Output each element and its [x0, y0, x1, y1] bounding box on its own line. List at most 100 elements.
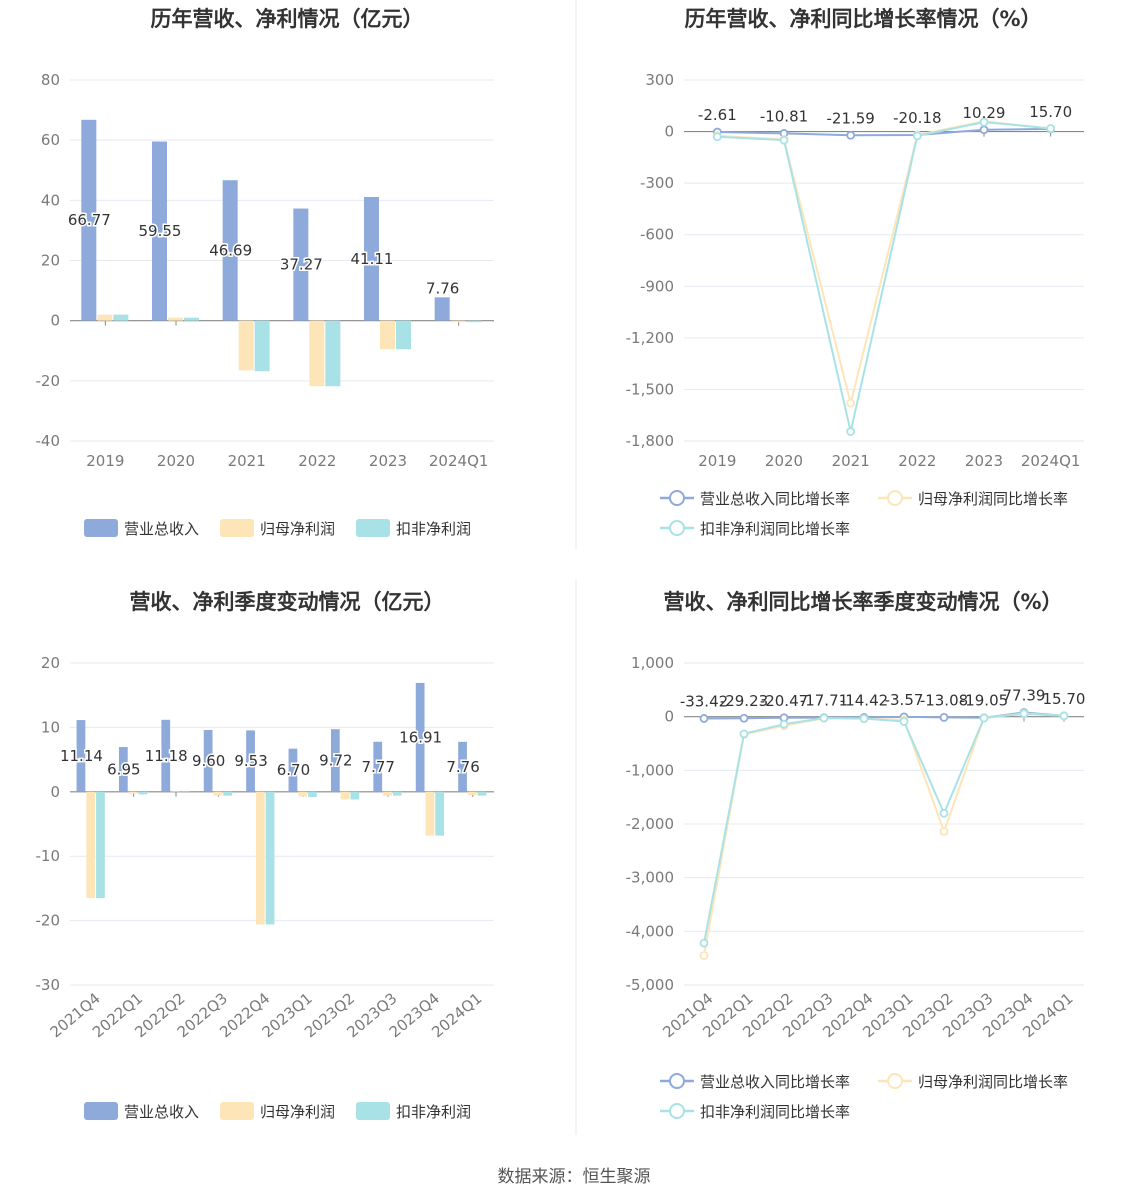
- line-point-1[interactable]: [699, 714, 709, 723]
- bar-3[interactable]: [325, 320, 341, 387]
- bar-1[interactable]: [222, 180, 238, 321]
- bar-2[interactable]: [340, 791, 350, 800]
- bar-1[interactable]: [118, 747, 128, 792]
- bar-3[interactable]: [254, 320, 270, 372]
- bar-3[interactable]: [392, 791, 402, 796]
- line-point-3[interactable]: [712, 132, 722, 142]
- bar-1[interactable]: [161, 719, 171, 792]
- bar-1[interactable]: [293, 208, 309, 321]
- legend-swatch-2[interactable]: [220, 519, 254, 537]
- line-data-label: -29.23: [720, 692, 768, 710]
- line-point-3[interactable]: [899, 717, 909, 726]
- legend-marker-2[interactable]: [887, 1073, 903, 1089]
- y-tick-label: 20: [41, 252, 60, 270]
- bar-1[interactable]: [203, 729, 213, 792]
- legend-label: 归母净利润: [260, 520, 335, 538]
- chart-2: 历年营收、净利同比增长率情况（%） -1,800 -1,500 -1,200 -900 -…: [626, 7, 1084, 538]
- line-point-3[interactable]: [739, 729, 749, 739]
- legend-label: 营业总收入同比增长率: [700, 490, 850, 508]
- bar-2[interactable]: [213, 791, 223, 796]
- bar-3[interactable]: [435, 791, 445, 836]
- line-point-3[interactable]: [912, 131, 922, 141]
- line-point-2[interactable]: [846, 398, 856, 408]
- legend-swatch-3[interactable]: [356, 519, 390, 537]
- bar-1[interactable]: [246, 730, 255, 792]
- bar-data-label: 59.55: [139, 222, 182, 240]
- bar-3[interactable]: [180, 791, 190, 792]
- line-data-label: 15.70: [1029, 103, 1072, 121]
- line-point-3[interactable]: [939, 808, 949, 818]
- bar-1[interactable]: [373, 741, 383, 792]
- y-tick-label: 1,000: [631, 654, 674, 672]
- legend-swatch-1[interactable]: [84, 519, 118, 537]
- line-point-1[interactable]: [846, 130, 856, 140]
- bar-1[interactable]: [76, 720, 86, 792]
- bar-3[interactable]: [477, 791, 487, 796]
- line-point-2[interactable]: [699, 951, 709, 960]
- bar-1[interactable]: [458, 741, 467, 792]
- line-data-label: -17.71: [800, 692, 848, 710]
- line-point-1[interactable]: [739, 713, 749, 723]
- bar-2[interactable]: [97, 314, 113, 321]
- bar-data-label: 46.69: [209, 241, 252, 259]
- line-point-3[interactable]: [859, 714, 869, 723]
- bar-1[interactable]: [288, 748, 298, 792]
- line-point-3[interactable]: [699, 938, 709, 948]
- bar-1[interactable]: [434, 297, 450, 321]
- bar-2[interactable]: [467, 791, 477, 796]
- line-point-3[interactable]: [779, 719, 789, 729]
- line-point-3[interactable]: [979, 117, 989, 127]
- bar-3[interactable]: [265, 791, 275, 925]
- line-point-3[interactable]: [779, 135, 789, 145]
- legend-swatch-2[interactable]: [220, 1102, 254, 1120]
- bar-1[interactable]: [364, 196, 379, 321]
- legend-marker-2[interactable]: [887, 490, 903, 506]
- bar-3[interactable]: [96, 791, 105, 899]
- line-point-2[interactable]: [939, 827, 949, 836]
- bar-3[interactable]: [350, 791, 360, 800]
- bar-1[interactable]: [415, 682, 425, 792]
- bar-2[interactable]: [309, 320, 325, 387]
- line-point-3[interactable]: [1046, 124, 1056, 133]
- bar-3[interactable]: [308, 791, 317, 797]
- y-tick-label: -900: [640, 277, 674, 295]
- line-point-3[interactable]: [979, 713, 989, 723]
- bar-3[interactable]: [223, 791, 233, 796]
- line-point-1[interactable]: [939, 712, 949, 722]
- chart-title: 历年营收、净利情况（亿元）: [151, 7, 424, 31]
- chart-4: 营收、净利同比增长率季度变动情况（%） -5,000 -4,000 -3,000 -2,…: [626, 590, 1086, 1121]
- bar-1[interactable]: [81, 119, 97, 321]
- bar-2[interactable]: [298, 791, 308, 797]
- x-tick-label: 2019: [698, 452, 736, 470]
- bar-3[interactable]: [396, 320, 411, 350]
- bar-3[interactable]: [138, 791, 148, 795]
- bar-2[interactable]: [238, 320, 254, 371]
- legend-marker-3[interactable]: [669, 520, 685, 536]
- bar-1[interactable]: [152, 141, 167, 321]
- bar-2[interactable]: [425, 791, 435, 836]
- bar-2[interactable]: [380, 320, 395, 350]
- legend-swatch-1[interactable]: [84, 1102, 118, 1120]
- legend-marker-3[interactable]: [669, 1103, 685, 1119]
- line-point-3[interactable]: [846, 427, 856, 436]
- legend-marker-1[interactable]: [669, 1073, 685, 1089]
- bar-2[interactable]: [171, 791, 180, 792]
- bar-3[interactable]: [113, 314, 129, 321]
- bar-2[interactable]: [255, 791, 265, 925]
- legend-swatch-3[interactable]: [356, 1102, 390, 1120]
- bar-2[interactable]: [450, 320, 466, 323]
- y-tick-label: -1,000: [626, 761, 674, 779]
- legend-marker-1[interactable]: [669, 490, 685, 506]
- bar-2[interactable]: [383, 791, 392, 796]
- bar-2[interactable]: [128, 791, 138, 794]
- line-point-3[interactable]: [1019, 709, 1029, 719]
- bar-1[interactable]: [330, 729, 340, 792]
- bar-3[interactable]: [184, 317, 199, 321]
- bar-2[interactable]: [168, 317, 183, 321]
- line-point-3[interactable]: [1059, 711, 1069, 721]
- bar-2[interactable]: [86, 791, 96, 899]
- bar-3[interactable]: [466, 320, 482, 323]
- line-point-1[interactable]: [979, 125, 989, 135]
- line-point-3[interactable]: [819, 713, 829, 723]
